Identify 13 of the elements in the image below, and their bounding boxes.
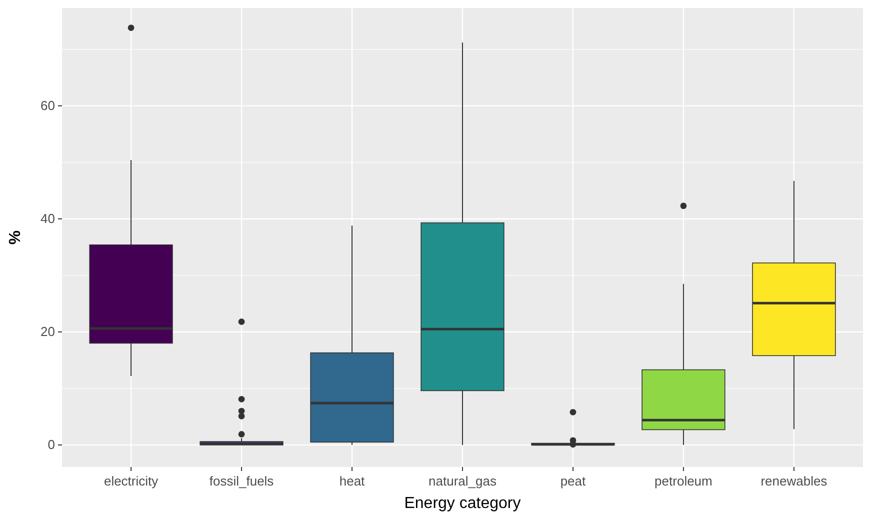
x-axis-title: Energy category: [404, 495, 521, 512]
x-tick-label: peat: [560, 474, 586, 489]
y-tick-label: 40: [40, 211, 55, 226]
x-tick-label: petroleum: [654, 474, 712, 489]
x-tick-label: electricity: [104, 474, 159, 489]
y-tick-label: 60: [40, 98, 55, 113]
x-tick-label: heat: [339, 474, 366, 489]
y-axis-title: %: [7, 230, 24, 245]
y-tick-label: 0: [48, 437, 55, 452]
y-tick-label: 20: [40, 324, 55, 340]
x-tick-label: renewables: [760, 474, 828, 489]
x-tick-label: fossil_fuels: [209, 474, 274, 489]
x-tick-label: natural_gas: [428, 474, 497, 489]
